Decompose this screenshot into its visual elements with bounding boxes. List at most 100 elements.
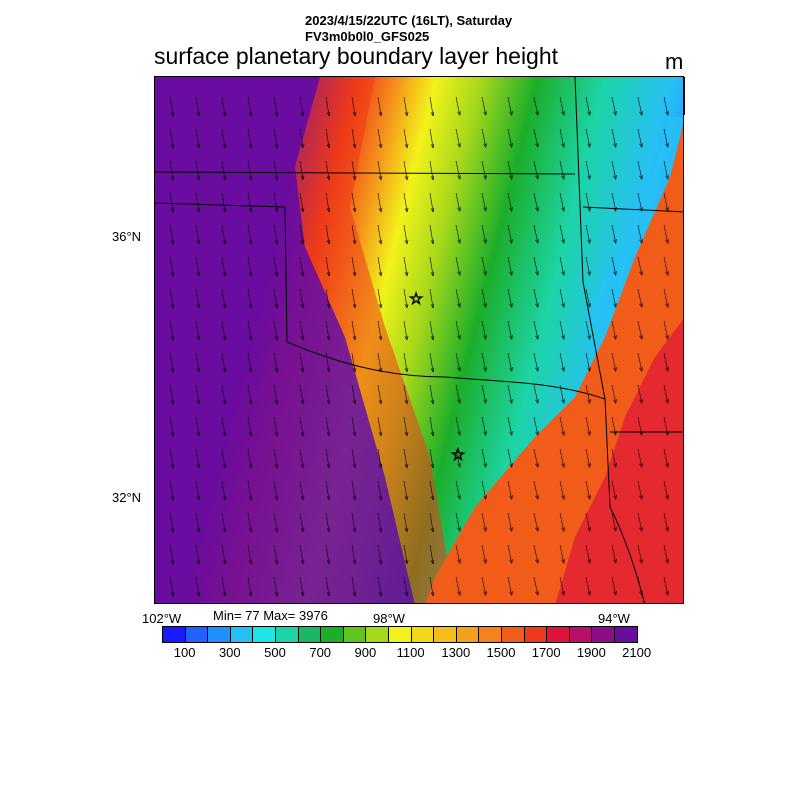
- wind-arrow: [195, 160, 200, 180]
- wind-arrow: [637, 480, 643, 500]
- colorbar-swatch: [524, 627, 548, 642]
- wind-arrow-head: [326, 591, 331, 597]
- wind-arrow-head: [535, 431, 539, 436]
- wind-arrow-head: [457, 559, 461, 564]
- wind-arrow: [585, 96, 591, 116]
- wind-arrow: [585, 576, 591, 596]
- wind-arrow: [351, 384, 356, 404]
- wind-arrow: [663, 320, 669, 340]
- wind-arrow: [533, 544, 539, 564]
- wind-arrow: [455, 192, 461, 212]
- wind-arrow: [611, 224, 617, 244]
- wind-arrow-head: [665, 207, 669, 212]
- wind-arrow: [637, 544, 643, 564]
- colorbar-tick-label: 700: [309, 645, 332, 660]
- wind-arrow-head: [222, 463, 227, 469]
- wind-arrow: [507, 288, 513, 308]
- wind-arrow: [481, 288, 487, 308]
- wind-arrow: [247, 320, 252, 340]
- wind-arrow-head: [639, 111, 643, 116]
- wind-arrow: [195, 576, 200, 596]
- wind-arrow: [377, 512, 382, 532]
- wind-arrow-head: [170, 175, 175, 181]
- wind-arrow: [637, 448, 643, 468]
- wind-arrow: [351, 96, 356, 116]
- wind-arrow-head: [248, 207, 253, 213]
- wind-arrow-head: [378, 143, 383, 149]
- wind-arrow-head: [274, 239, 279, 245]
- wind-arrow: [273, 224, 278, 244]
- wind-arrow-head: [613, 399, 617, 404]
- wind-arrow: [169, 352, 174, 372]
- wind-arrow: [377, 160, 382, 180]
- wind-arrow: [169, 160, 174, 180]
- wind-arrow: [559, 96, 565, 116]
- wind-arrow: [585, 384, 591, 404]
- wind-arrow: [429, 320, 434, 340]
- wind-arrow: [663, 544, 669, 564]
- wind-arrow: [221, 160, 226, 180]
- wind-arrow-head: [170, 239, 175, 245]
- wind-arrow-head: [352, 111, 357, 117]
- wind-arrow: [585, 544, 591, 564]
- wind-arrow-head: [326, 207, 331, 213]
- wind-arrow-head: [639, 463, 643, 468]
- wind-arrow: [325, 192, 330, 212]
- wind-arrow: [507, 128, 513, 148]
- wind-arrow: [429, 192, 434, 212]
- wind-arrow-head: [222, 271, 227, 277]
- wind-arrow-head: [170, 271, 175, 277]
- wind-arrow-head: [561, 399, 565, 404]
- wind-arrow: [221, 288, 226, 308]
- wind-arrow-head: [300, 143, 305, 149]
- wind-arrow: [559, 224, 565, 244]
- wind-arrow-head: [300, 463, 305, 469]
- wind-arrow: [611, 384, 617, 404]
- wind-arrow-head: [483, 495, 487, 500]
- wind-arrow: [559, 320, 565, 340]
- wind-arrow: [559, 512, 565, 532]
- wind-arrow-head: [483, 175, 487, 180]
- wind-arrow: [169, 512, 174, 532]
- wind-arrow: [325, 256, 330, 276]
- wind-arrow: [221, 224, 226, 244]
- wind-arrow: [325, 320, 330, 340]
- wind-arrow: [247, 544, 252, 564]
- wind-arrow: [663, 256, 669, 276]
- wind-arrow-head: [300, 271, 305, 277]
- wind-arrow-head: [509, 495, 513, 500]
- wind-arrow: [195, 96, 200, 116]
- wind-arrow-head: [378, 335, 383, 341]
- colorbar-tick-label: 1300: [441, 645, 471, 660]
- wind-arrow: [611, 352, 617, 372]
- wind-arrow: [455, 256, 461, 276]
- wind-arrow: [247, 576, 252, 596]
- wind-arrow-head: [613, 303, 617, 308]
- wind-arrow: [559, 160, 565, 180]
- wind-arrow-head: [665, 239, 669, 244]
- wind-arrow: [533, 224, 539, 244]
- wind-arrow-head: [222, 431, 227, 437]
- wind-arrow: [429, 160, 434, 180]
- wind-arrow: [169, 320, 174, 340]
- wind-arrow: [377, 96, 382, 116]
- wind-arrow: [403, 512, 408, 532]
- wind-arrow: [637, 576, 643, 596]
- wind-arrow: [481, 160, 487, 180]
- wind-arrow: [663, 160, 669, 180]
- wind-arrow: [169, 224, 174, 244]
- wind-arrow-head: [483, 271, 487, 276]
- wind-arrow-head: [457, 591, 461, 596]
- wind-arrow: [533, 128, 539, 148]
- wind-arrow-head: [483, 559, 487, 564]
- wind-arrow-head: [274, 335, 279, 341]
- wind-arrow: [481, 320, 487, 340]
- wind-arrow-head: [457, 239, 461, 244]
- wind-arrow-head: [378, 111, 383, 117]
- wind-arrow-head: [639, 175, 643, 180]
- colorbar-tick-label: 1500: [486, 645, 516, 660]
- wind-arrow-head: [170, 527, 175, 533]
- wind-arrow-head: [483, 143, 487, 148]
- wind-arrow-head: [378, 527, 383, 533]
- wind-arrow-head: [430, 367, 435, 373]
